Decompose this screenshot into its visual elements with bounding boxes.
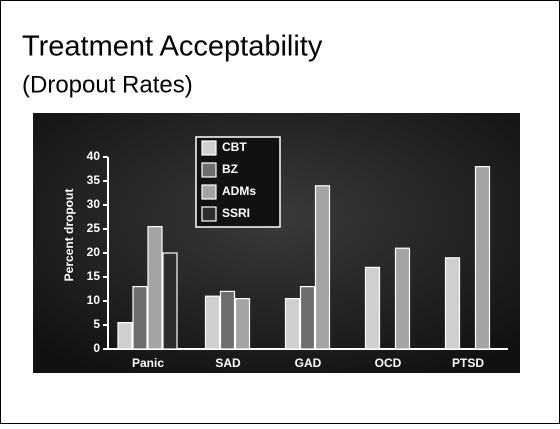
y-tick-label: 40: [87, 149, 101, 163]
legend-label: BZ: [222, 162, 238, 176]
bar: [162, 252, 178, 350]
bar: [117, 322, 133, 350]
bar: [444, 257, 461, 350]
x-tick-label: OCD: [375, 356, 402, 370]
legend-box: [195, 136, 281, 228]
bar: [394, 247, 411, 350]
bar: [299, 286, 316, 350]
bar: [132, 286, 148, 350]
x-tick-label: Panic: [132, 356, 164, 370]
legend-label: ADMs: [222, 184, 256, 198]
y-tick-label: 20: [87, 245, 101, 259]
slide-subtitle: (Dropout Rates): [22, 71, 193, 98]
legend-swatch: [201, 184, 217, 200]
y-axis-label: Percent dropout: [62, 189, 76, 282]
bar: [219, 290, 236, 350]
bar: [147, 226, 163, 350]
x-tick-label: PTSD: [452, 356, 484, 370]
x-tick-label: GAD: [295, 356, 322, 370]
y-tick-label: 10: [87, 293, 101, 307]
bar: [234, 298, 251, 350]
y-tick-label: 35: [87, 173, 101, 187]
y-tick-label: 30: [87, 197, 101, 211]
legend-label: SSRI: [222, 206, 250, 220]
y-tick-label: 25: [87, 221, 101, 235]
y-tick-label: 15: [87, 269, 101, 283]
bar: [364, 266, 381, 350]
y-tick-label: 5: [93, 317, 100, 331]
legend-swatch: [201, 140, 217, 156]
legend-label: CBT: [222, 140, 247, 154]
bar: [204, 295, 221, 350]
bar: [284, 298, 301, 350]
x-tick-label: SAD: [215, 356, 241, 370]
legend-swatch: [201, 206, 217, 222]
y-tick-label: 0: [93, 341, 100, 355]
legend-swatch: [201, 162, 217, 178]
bar: [314, 185, 331, 350]
bar: [474, 166, 491, 350]
slide-title: Treatment Acceptability: [22, 31, 323, 63]
